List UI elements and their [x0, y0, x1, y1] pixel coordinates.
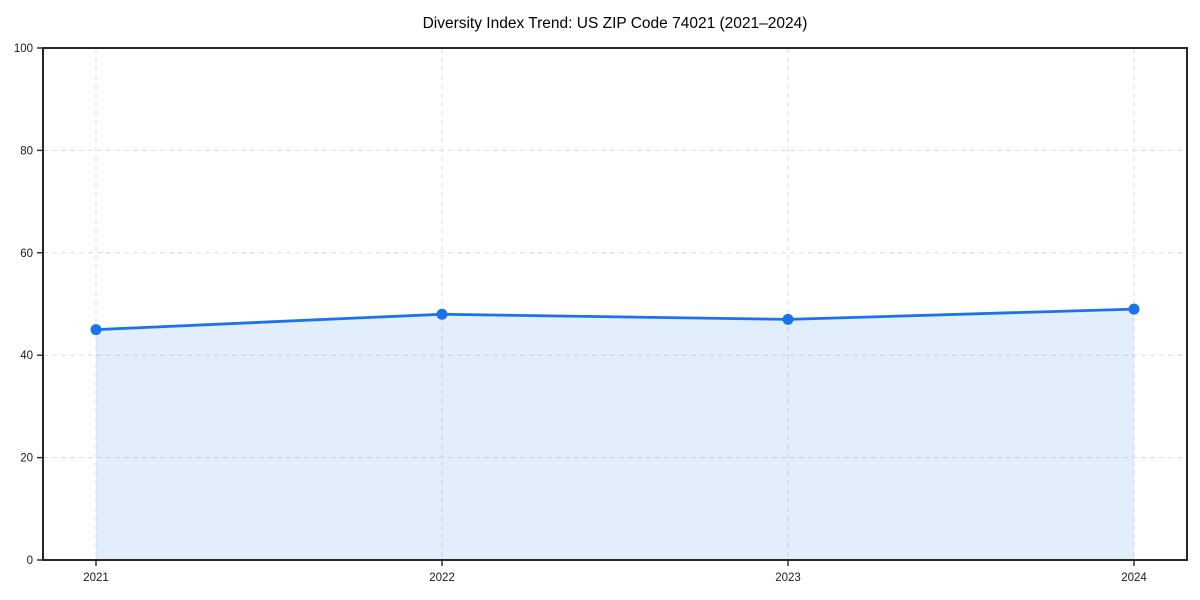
- plot-border: [42, 47, 1188, 561]
- x-tick-label: 2021: [83, 572, 109, 584]
- data-point-marker: [782, 313, 794, 325]
- chart-title: Diversity Index Trend: US ZIP Code 74021…: [423, 15, 808, 32]
- y-tick-label: 100: [14, 43, 33, 55]
- x-tick-label: 2022: [429, 572, 455, 584]
- trend-line: [94, 307, 1136, 331]
- y-tick-labels: 0 20 40 60 80 100: [14, 43, 33, 567]
- y-tick-label: 80: [20, 145, 33, 157]
- x-tick-label: 2024: [1121, 572, 1147, 584]
- data-point-marker: [1128, 303, 1140, 315]
- data-point-marker: [90, 324, 102, 336]
- y-tick-label: 40: [20, 350, 33, 362]
- y-tick-label: 0: [27, 555, 33, 567]
- x-tick-labels: 2021 2022 2023 2024: [83, 572, 1147, 584]
- x-tick-label: 2023: [775, 572, 801, 584]
- data-points: [90, 303, 1140, 336]
- y-tick-label: 60: [20, 248, 33, 260]
- y-tick-label: 20: [20, 453, 33, 465]
- axis-ticks: [37, 47, 1135, 566]
- area-fill: [96, 309, 1134, 560]
- data-point-marker: [436, 308, 448, 320]
